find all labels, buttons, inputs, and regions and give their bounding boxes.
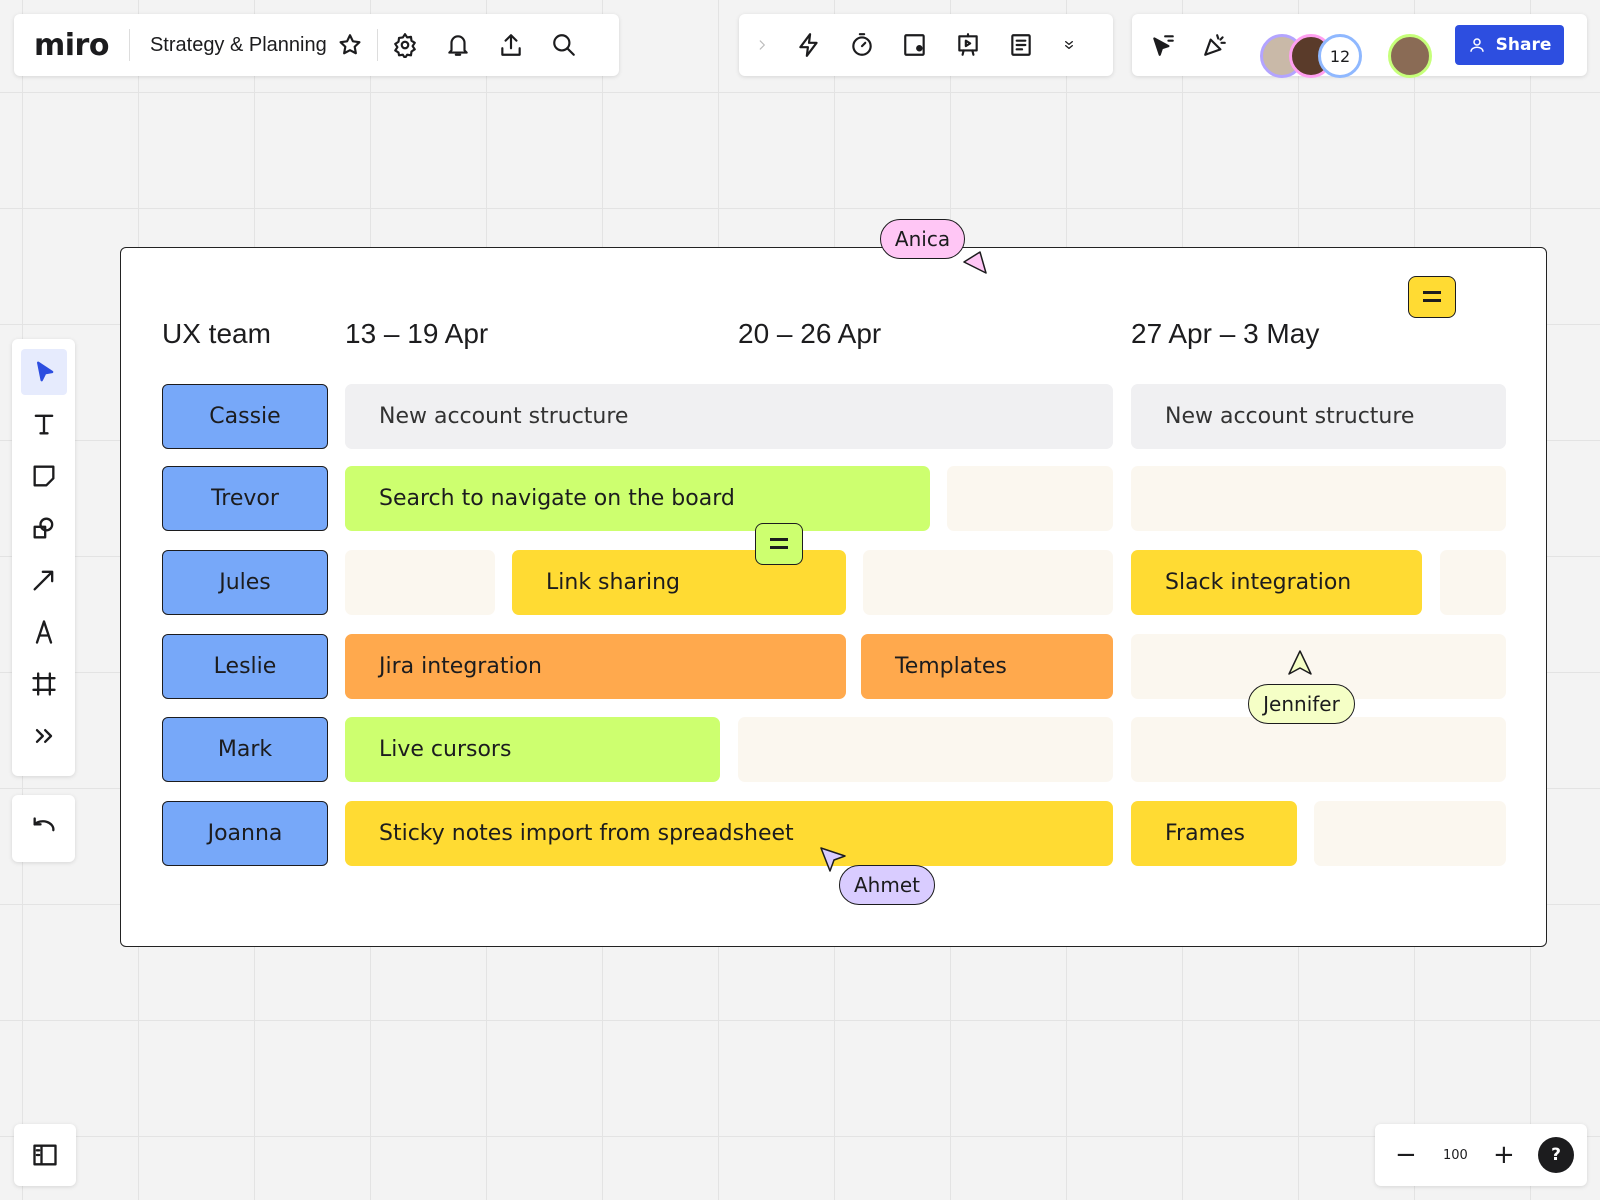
task-card[interactable]: Frames xyxy=(1131,801,1297,866)
cursor-label-jennifer: Jennifer xyxy=(1248,684,1355,724)
help-button[interactable]: ? xyxy=(1538,1137,1574,1173)
text-icon[interactable] xyxy=(21,401,67,447)
card-icon[interactable] xyxy=(902,32,928,58)
task-card[interactable]: Slack integration xyxy=(1131,550,1422,615)
cursor-icon xyxy=(1288,650,1312,675)
chevron-double-down-icon[interactable] xyxy=(1061,32,1077,58)
search-icon[interactable] xyxy=(551,32,577,58)
task-card[interactable]: Jira integration xyxy=(345,634,846,699)
board-title[interactable]: Strategy & Planning xyxy=(149,33,327,56)
cursor-filter-icon[interactable] xyxy=(1150,32,1176,58)
empty-slot[interactable] xyxy=(863,550,1113,615)
task-card[interactable]: Sticky notes import from spreadsheet xyxy=(345,801,1113,866)
cursor-label-ahmet: Ahmet xyxy=(839,865,935,905)
task-card[interactable]: New account structure xyxy=(345,384,1113,449)
chevron-right-icon[interactable] xyxy=(755,32,769,58)
timer-icon[interactable] xyxy=(849,32,875,58)
board-header: miro Strategy & Planning xyxy=(14,14,619,76)
task-card[interactable]: Search to navigate on the board xyxy=(345,466,930,531)
member-card[interactable]: Mark xyxy=(162,717,328,782)
empty-slot[interactable] xyxy=(1131,466,1506,531)
zoom-out-button[interactable]: − xyxy=(1395,1140,1417,1170)
week-header: 13 – 19 Apr xyxy=(345,318,489,349)
member-card[interactable]: Trevor xyxy=(162,466,328,531)
zoom-panel: − 100 + ? xyxy=(1375,1124,1587,1186)
frame-icon[interactable] xyxy=(21,661,67,707)
zoom-in-button[interactable]: + xyxy=(1493,1140,1515,1170)
sidebar-toggle-panel xyxy=(14,1124,76,1186)
cursor-label-anica: Anica xyxy=(880,219,965,259)
week-header: 20 – 26 Apr xyxy=(738,318,882,349)
share-label: Share xyxy=(1495,35,1552,55)
week-header: 27 Apr – 3 May xyxy=(1131,318,1320,349)
sticky-note-icon[interactable] xyxy=(21,453,67,499)
member-card[interactable]: Joanna xyxy=(162,801,328,866)
presentation-icon[interactable] xyxy=(955,32,981,58)
task-card[interactable]: Templates xyxy=(861,634,1113,699)
empty-slot[interactable] xyxy=(1131,717,1506,782)
user-icon xyxy=(1468,36,1486,54)
select-icon[interactable] xyxy=(20,349,67,395)
celebrate-icon[interactable] xyxy=(1202,32,1228,58)
current-user-avatar[interactable] xyxy=(1388,34,1432,78)
comment-icon[interactable] xyxy=(755,523,803,565)
cursor-icon xyxy=(963,251,987,274)
collaborator-count[interactable]: 12 xyxy=(1318,34,1362,78)
empty-slot[interactable] xyxy=(1314,801,1506,866)
pen-icon[interactable] xyxy=(21,609,67,655)
arrow-icon[interactable] xyxy=(21,557,67,603)
lightning-icon[interactable] xyxy=(796,32,822,58)
gear-icon[interactable] xyxy=(392,32,418,58)
undo-panel xyxy=(12,795,75,862)
task-card[interactable]: New account structure xyxy=(1131,384,1506,449)
member-card[interactable]: Leslie xyxy=(162,634,328,699)
bell-icon[interactable] xyxy=(445,32,471,58)
miro-logo[interactable]: miro xyxy=(34,27,109,63)
sidebar-icon[interactable] xyxy=(22,1132,68,1178)
comment-icon[interactable] xyxy=(1408,276,1456,318)
share-button[interactable]: Share xyxy=(1455,25,1564,65)
tools-panel xyxy=(12,339,75,776)
collaboration-toolbar xyxy=(739,14,1113,76)
star-icon[interactable] xyxy=(337,32,363,58)
more-icon[interactable] xyxy=(21,713,67,759)
zoom-level[interactable]: 100 xyxy=(1443,1147,1468,1163)
shapes-icon[interactable] xyxy=(21,505,67,551)
divider xyxy=(128,29,130,61)
member-card[interactable]: Cassie xyxy=(162,384,328,449)
share-toolbar: 12 Share xyxy=(1132,14,1587,78)
empty-slot[interactable] xyxy=(345,550,495,615)
upload-icon[interactable] xyxy=(498,32,524,58)
empty-slot[interactable] xyxy=(1440,550,1506,615)
undo-icon[interactable] xyxy=(21,806,67,852)
member-card[interactable]: Jules xyxy=(162,550,328,615)
notes-icon[interactable] xyxy=(1008,32,1034,58)
divider xyxy=(376,29,378,61)
team-header: UX team xyxy=(162,318,271,349)
empty-slot[interactable] xyxy=(738,717,1113,782)
empty-slot[interactable] xyxy=(947,466,1113,531)
task-card[interactable]: Live cursors xyxy=(345,717,720,782)
cursor-icon xyxy=(820,847,846,872)
